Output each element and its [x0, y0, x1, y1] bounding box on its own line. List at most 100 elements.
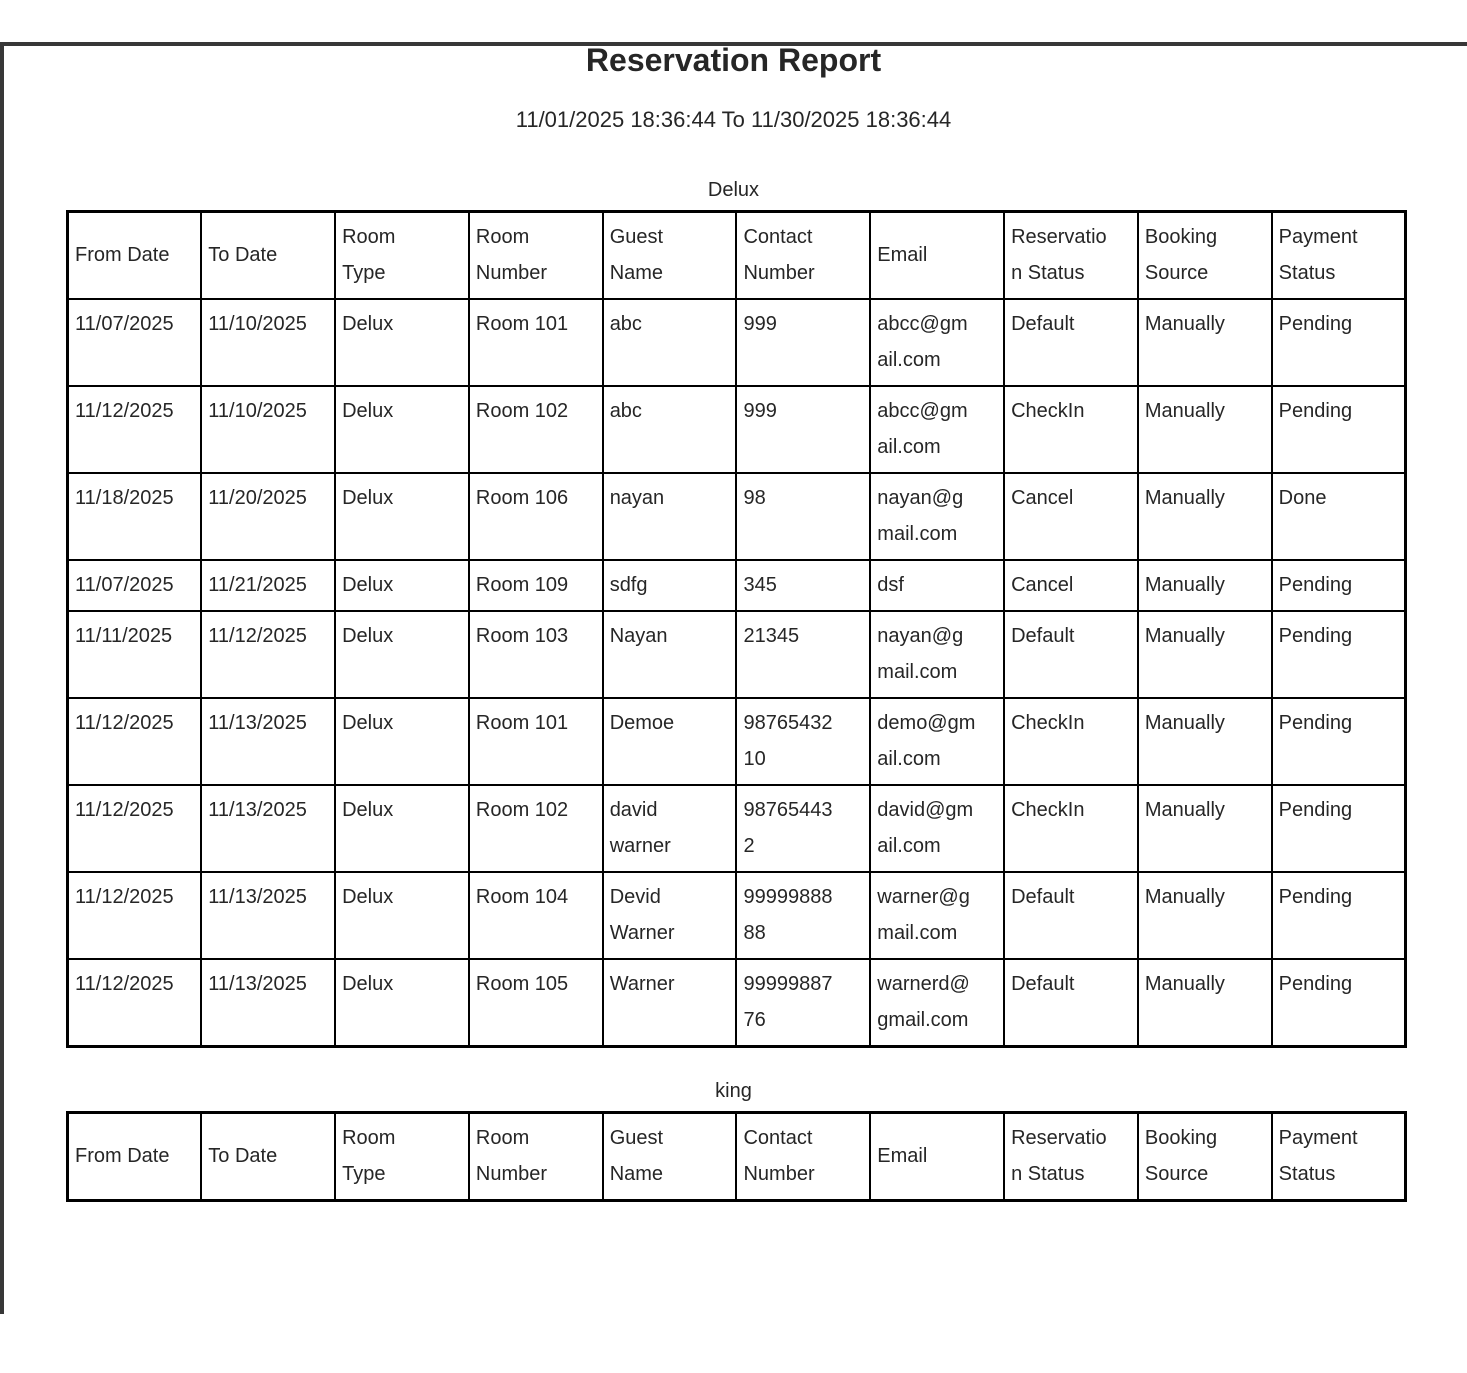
table-row: 11/07/2025 11/21/2025 Delux Room 109 sdfg 345… [66, 559, 1407, 612]
table-cell: david warner [601, 784, 738, 873]
table-row: 11/12/2025 11/13/2025 Delux Room 102 david w… [66, 784, 1407, 873]
column-header-room-number: Room Number [467, 1111, 604, 1202]
column-header-email: Email [869, 210, 1006, 300]
table-cell: Delux [334, 610, 470, 699]
table-cell: Delux [334, 784, 470, 873]
table-cell: sdfg [601, 559, 738, 612]
table-cell: 999 [735, 385, 872, 474]
table-cell: 11/12/2025 [66, 871, 203, 960]
table-cell: 11/13/2025 [200, 784, 337, 873]
column-header-reservation-status: Reservation Status [1003, 1111, 1139, 1202]
section-caption-king: king [715, 1080, 752, 1102]
table-cell: Default [1003, 610, 1139, 699]
table-row: 11/12/2025 11/13/2025 Delux Room 104 Devid W… [66, 871, 1407, 960]
header-row: From Date To Date Room Type Room Number Gues… [66, 1111, 1407, 1202]
table-cell: 999 [735, 298, 872, 387]
reservation-table-king: From Date To Date Room Type Room Number Gues… [66, 1111, 1407, 1202]
column-header-room-number: Room Number [467, 210, 604, 300]
table-cell: Default [1003, 871, 1139, 960]
header-row: From Date To Date Room Type Room Number Gues… [66, 210, 1407, 300]
table-cell: Pending [1270, 958, 1407, 1048]
table-cell: 987654432 [735, 784, 872, 873]
column-header-room-type: Room Type [334, 1111, 470, 1202]
reservation-report-page: Reservation Report 11/01/2025 18:36:44 T… [0, 42, 1467, 1202]
table-cell: Manually [1136, 472, 1273, 561]
table-cell: Delux [334, 958, 470, 1048]
report-title: Reservation Report [585, 42, 882, 78]
table-cell: Delux [334, 472, 470, 561]
table-cell: CheckIn [1003, 697, 1139, 786]
column-header-contact-number: Contact Number [735, 210, 872, 300]
table-cell: CheckIn [1003, 784, 1139, 873]
table-body: 11/07/2025 11/10/2025 Delux Room 101 abc 999 a… [66, 298, 1407, 1048]
table-row: 11/07/2025 11/10/2025 Delux Room 101 abc 999 a… [66, 298, 1407, 387]
table-cell: Room 101 [467, 298, 604, 387]
table-cell: Cancel [1003, 559, 1139, 612]
table-cell: nayan@gmail.com [869, 472, 1006, 561]
table-cell: dsf [869, 559, 1006, 612]
table-cell: 11/18/2025 [66, 472, 203, 561]
table-cell: Pending [1270, 385, 1407, 474]
table-cell: 11/10/2025 [200, 298, 337, 387]
column-header-booking-source: Booking Source [1136, 1111, 1273, 1202]
table-cell: Default [1003, 958, 1139, 1048]
table-cell: Room 101 [467, 697, 604, 786]
table-header: From Date To Date Room Type Room Number Gues… [66, 1111, 1407, 1202]
table-cell: abcc@gmail.com [869, 298, 1006, 387]
table-cell: Manually [1136, 559, 1273, 612]
table-cell: 11/11/2025 [66, 610, 203, 699]
table-cell: Room 105 [467, 958, 604, 1048]
table-cell: 11/07/2025 [66, 298, 203, 387]
table-cell: david@gmail.com [869, 784, 1006, 873]
table-row: 11/12/2025 11/13/2025 Delux Room 101 Demoe 98… [66, 697, 1407, 786]
table-cell: warner@gmail.com [869, 871, 1006, 960]
table-cell: Devid Warner [601, 871, 738, 960]
table-cell: Delux [334, 559, 470, 612]
table-cell: 11/13/2025 [200, 958, 337, 1048]
table-cell: Room 106 [467, 472, 604, 561]
table-cell: Manually [1136, 298, 1273, 387]
column-header-to-date: To Date [200, 1111, 337, 1202]
table-cell: 11/20/2025 [200, 472, 337, 561]
table-cell: Room 103 [467, 610, 604, 699]
section-caption-delux: Delux [707, 179, 760, 201]
table-cell: 11/12/2025 [66, 784, 203, 873]
column-header-room-type: Room Type [334, 210, 470, 300]
table-cell: Manually [1136, 385, 1273, 474]
column-header-guest-name: Guest Name [601, 1111, 738, 1202]
table-cell: Manually [1136, 610, 1273, 699]
table-cell: 11/13/2025 [200, 697, 337, 786]
table-cell: 11/12/2025 [66, 697, 203, 786]
table-cell: Pending [1270, 610, 1407, 699]
column-header-reservation-status: Reservation Status [1003, 210, 1139, 300]
table-row: 11/11/2025 11/12/2025 Delux Room 103 Nayan 21… [66, 610, 1407, 699]
column-header-from-date: From Date [66, 210, 203, 300]
column-header-from-date: From Date [66, 1111, 203, 1202]
table-cell: 11/13/2025 [200, 871, 337, 960]
table-cell: Delux [334, 298, 470, 387]
table-cell: Cancel [1003, 472, 1139, 561]
table-row: 11/18/2025 11/20/2025 Delux Room 106 nayan 98… [66, 472, 1407, 561]
table-cell: Room 104 [467, 871, 604, 960]
table-cell: abc [601, 298, 738, 387]
table-cell: abc [601, 385, 738, 474]
table-cell: Room 102 [467, 784, 604, 873]
table-cell: Manually [1136, 697, 1273, 786]
column-header-booking-source: Booking Source [1136, 210, 1273, 300]
column-header-payment-status: Payment Status [1270, 1111, 1407, 1202]
table-cell: Delux [334, 697, 470, 786]
table-cell: 345 [735, 559, 872, 612]
table-cell: Manually [1136, 958, 1273, 1048]
table-cell: Warner [601, 958, 738, 1048]
table-cell: 11/12/2025 [200, 610, 337, 699]
table-cell: 11/12/2025 [66, 958, 203, 1048]
table-cell: demo@gmail.com [869, 697, 1006, 786]
table-cell: 11/12/2025 [66, 385, 203, 474]
table-cell: nayan [601, 472, 738, 561]
table-cell: Room 102 [467, 385, 604, 474]
table-cell: Pending [1270, 697, 1407, 786]
table-cell: 9876543210 [735, 697, 872, 786]
table-cell: 11/21/2025 [200, 559, 337, 612]
table-cell: abcc@gmail.com [869, 385, 1006, 474]
table-row: 11/12/2025 11/13/2025 Delux Room 105 Warner 9… [66, 958, 1407, 1048]
